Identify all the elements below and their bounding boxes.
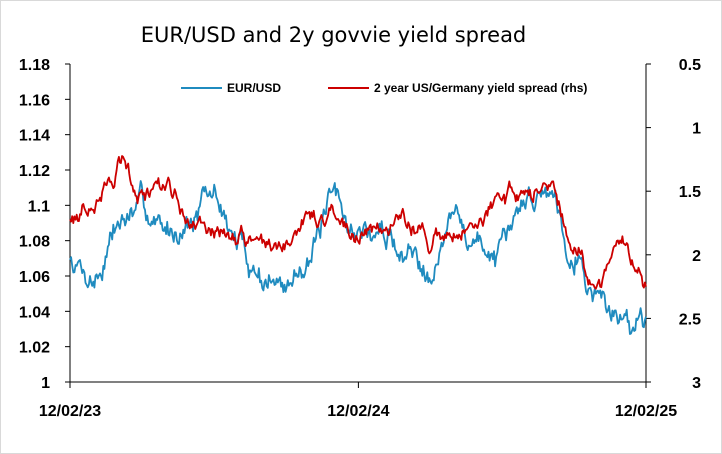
right-tick-label: 3 <box>692 375 701 392</box>
right-tick-label: 1.5 <box>679 184 701 201</box>
left-tick-label: 1 <box>41 375 50 392</box>
right-tick-label: 0.5 <box>679 57 701 74</box>
right-tick-label: 1 <box>692 121 701 138</box>
x-tick-label: 12/02/24 <box>327 403 389 420</box>
x-tick-label: 12/02/25 <box>615 403 677 420</box>
right-tick-label: 2.5 <box>679 311 701 328</box>
legend: EUR/USD 2 year US/Germany yield spread (… <box>181 81 587 95</box>
series-eurusd-line <box>69 180 647 335</box>
left-tick-label: 1.04 <box>19 304 50 321</box>
right-tick-label: 2 <box>692 248 701 265</box>
legend-label-spread: 2 year US/Germany yield spread (rhs) <box>374 81 587 95</box>
left-tick-label: 1.06 <box>19 269 50 286</box>
x-tick-label: 12/02/23 <box>39 403 101 420</box>
left-tick-label: 1.12 <box>19 163 50 180</box>
left-tick-label: 1.16 <box>19 92 50 109</box>
left-tick-label: 1.08 <box>19 234 50 251</box>
legend-label-eurusd: EUR/USD <box>227 81 281 95</box>
series-spread-line <box>69 155 647 290</box>
left-tick-label: 1.18 <box>19 57 50 74</box>
chart-title: EUR/USD and 2y govvie yield spread <box>140 23 527 47</box>
left-tick-label: 1.1 <box>28 198 50 215</box>
left-tick-label: 1.02 <box>19 340 50 357</box>
left-tick-label: 1.14 <box>19 128 50 145</box>
